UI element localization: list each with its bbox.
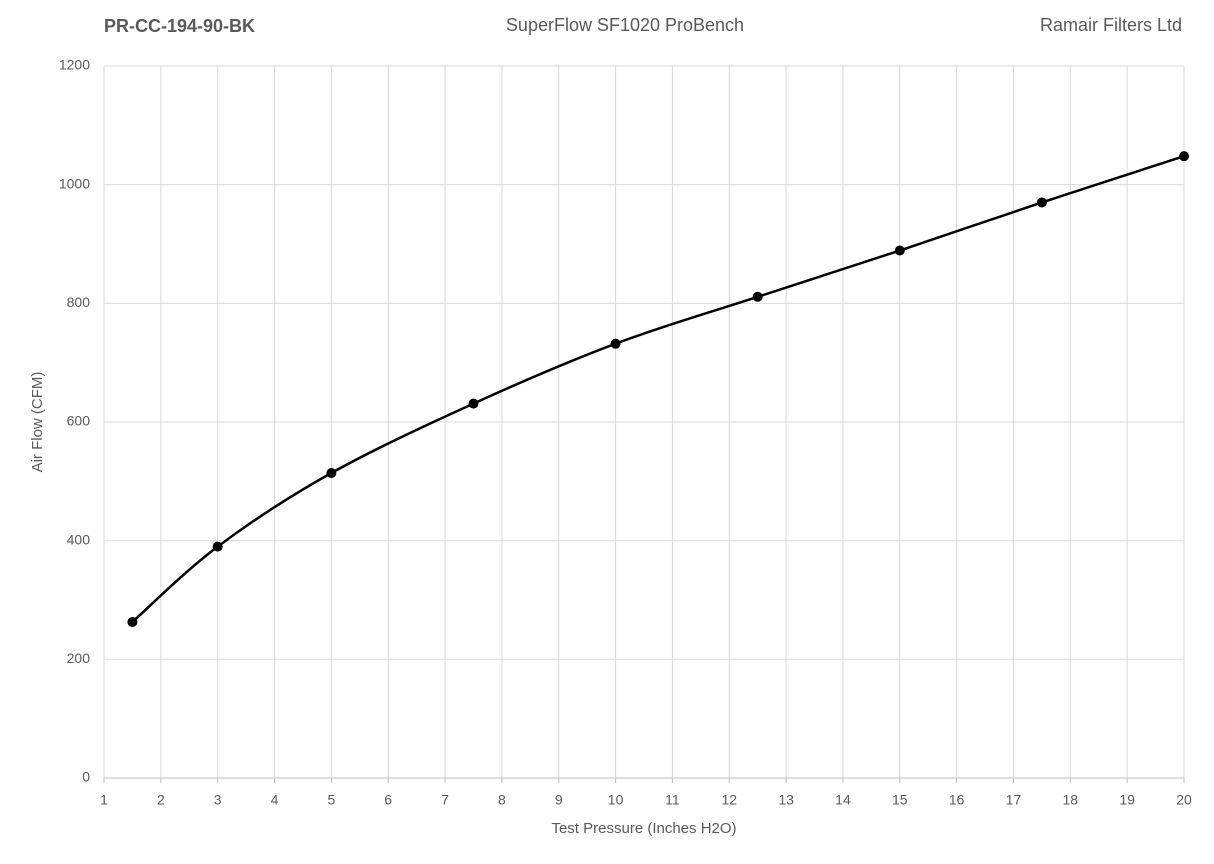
x-axis-label: Test Pressure (Inches H2O)	[551, 820, 736, 837]
y-tick-label: 1000	[59, 175, 90, 191]
data-point	[1179, 151, 1189, 162]
x-tick-label: 20	[1176, 792, 1192, 808]
company: Ramair Filters Ltd	[1040, 15, 1182, 35]
x-tick-label: 16	[949, 792, 965, 808]
x-tick-label: 5	[327, 792, 335, 808]
y-tick-label: 0	[82, 769, 90, 785]
data-point	[894, 245, 905, 256]
data-point	[752, 291, 763, 302]
data-point	[468, 398, 479, 409]
x-tick-label: 3	[214, 792, 222, 808]
x-tick-label: 4	[271, 792, 279, 808]
data-point	[127, 616, 138, 627]
data-point	[212, 541, 223, 552]
x-tick-label: 2	[157, 792, 165, 808]
y-tick-label: 400	[67, 531, 91, 547]
x-tick-label: 9	[555, 792, 563, 808]
x-tick-label: 1	[100, 792, 108, 808]
y-tick-label: 600	[67, 413, 91, 429]
x-tick-label: 17	[1006, 792, 1022, 808]
x-tick-label: 14	[835, 792, 851, 808]
y-axis-label: Air Flow (CFM)	[29, 372, 46, 473]
data-point	[326, 468, 337, 479]
data-point	[610, 338, 621, 349]
data-line	[131, 154, 1185, 623]
x-tick-label: 6	[384, 792, 392, 808]
part-number: PR-CC-194-90-BK	[104, 16, 255, 36]
x-tick-label: 12	[721, 792, 737, 808]
x-tick-label: 15	[892, 792, 908, 808]
x-tick-label: 11	[665, 792, 680, 808]
x-tick-label: 10	[608, 792, 624, 808]
y-tick-label: 1200	[59, 57, 90, 73]
x-tick-label: 18	[1063, 792, 1079, 808]
y-tick-label: 800	[67, 294, 91, 310]
x-tick-label: 13	[778, 792, 794, 808]
data-point	[1036, 197, 1047, 208]
x-tick-label: 7	[441, 792, 449, 808]
chart-title: SuperFlow SF1020 ProBench	[506, 15, 744, 35]
x-tick-label: 8	[498, 792, 506, 808]
x-tick-label: 19	[1119, 792, 1135, 808]
y-tick-label: 200	[67, 650, 91, 666]
